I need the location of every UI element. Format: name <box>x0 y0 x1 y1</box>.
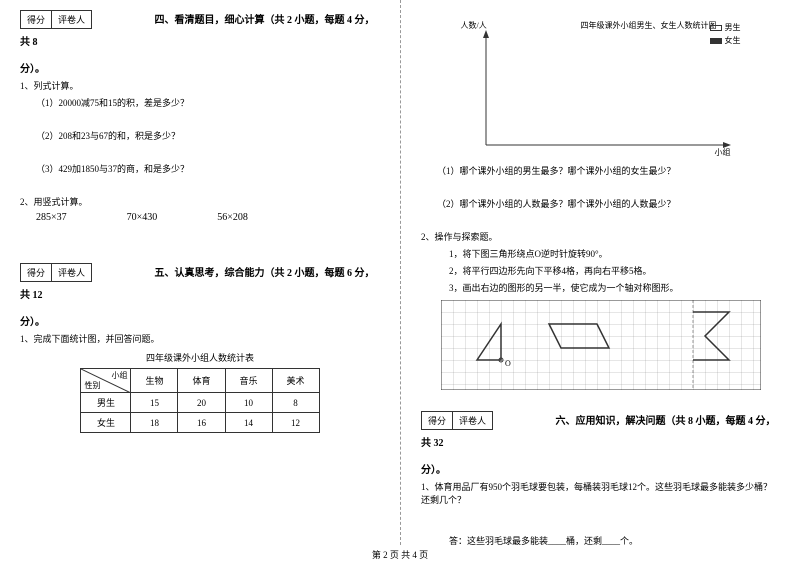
q1a: （1）20000减75和15的积，差是多少？ <box>20 96 380 109</box>
stats-table: 小组 性别 生物 体育 音乐 美术 男生 15 20 10 8 女生 18 16… <box>80 368 319 433</box>
cell: 10 <box>225 393 272 413</box>
q1: 1、列式计算。 <box>20 79 380 92</box>
col-header: 美术 <box>272 369 319 393</box>
table-row: 女生 18 16 14 12 <box>81 413 319 433</box>
q2b: 70×430 <box>127 212 158 223</box>
score-box: 得分 评卷人 <box>20 10 92 29</box>
score-label: 得分 <box>422 412 453 429</box>
page-footer: 第 2 页 共 4 页 <box>0 548 800 561</box>
diag-bot: 性别 <box>84 380 100 391</box>
q1b: （2）208和23与67的和，积是多少？ <box>20 129 380 142</box>
rq1: （1）哪个课外小组的男生最多？哪个课外小组的女生最少？ <box>421 164 780 177</box>
cell: 15 <box>131 393 178 413</box>
score-box: 得分 评卷人 <box>421 411 493 430</box>
grader-label: 评卷人 <box>52 264 91 281</box>
grid-svg: O <box>441 300 761 390</box>
grader-label: 评卷人 <box>52 11 91 28</box>
col-header: 体育 <box>178 369 225 393</box>
legend-box-m <box>710 25 722 31</box>
s6q1: 1、体育用品厂有950个羽毛球要包装，每桶装羽毛球12个。这些羽毛球最多能装多少… <box>421 480 780 506</box>
rq2: （2）哪个课外小组的人数最多？哪个课外小组的人数最少？ <box>421 197 780 210</box>
q2: 2、用竖式计算。 <box>20 195 380 208</box>
section4-title-end: 分）。 <box>20 64 45 75</box>
diag-cell: 小组 性别 <box>81 369 131 393</box>
legend-box-f <box>710 38 722 44</box>
row-label: 女生 <box>81 413 131 433</box>
cell: 8 <box>272 393 319 413</box>
ylabel: 人数/人 <box>461 20 487 31</box>
svg-text:O: O <box>505 359 511 368</box>
section6-title-end: 分）。 <box>421 465 446 476</box>
op3: 3，画出右边的图形的另一半，使它成为一个轴对称图形。 <box>421 281 780 294</box>
legend-m: 男生 <box>725 22 741 33</box>
diag-top: 小组 <box>111 370 127 381</box>
chart-title: 四年级课外小组男生、女生人数统计图 <box>581 20 717 31</box>
section5-title-end: 分）。 <box>20 317 45 328</box>
grader-label: 评卷人 <box>453 412 492 429</box>
cell: 16 <box>178 413 225 433</box>
op1: 1，将下图三角形绕点O逆时针旋转90°。 <box>421 247 780 260</box>
table-row: 男生 15 20 10 8 <box>81 393 319 413</box>
cell: 18 <box>131 413 178 433</box>
legend: 男生 女生 <box>710 22 741 48</box>
col-header: 音乐 <box>225 369 272 393</box>
q2c: 56×208 <box>217 212 248 223</box>
table-caption: 四年级课外小组人数统计表 <box>20 351 380 364</box>
legend-f: 女生 <box>725 35 741 46</box>
q1c: （3）429加1850与37的商，和是多少？ <box>20 162 380 175</box>
cell: 12 <box>272 413 319 433</box>
score-box: 得分 评卷人 <box>20 263 92 282</box>
chart-axes <box>461 10 741 160</box>
xlabel: 小组 <box>715 147 731 158</box>
s6ans: 答：这些羽毛球最多能装____桶，还剩____个。 <box>421 534 780 547</box>
grid-diagram: O <box>441 300 761 393</box>
col-header: 生物 <box>131 369 178 393</box>
score-label: 得分 <box>21 264 52 281</box>
cell: 14 <box>225 413 272 433</box>
bar-chart: 人数/人 四年级课外小组男生、女生人数统计图 男生 女生 小组 <box>461 10 741 160</box>
cell: 20 <box>178 393 225 413</box>
row-label: 男生 <box>81 393 131 413</box>
s5q1: 1、完成下面统计图，并回答问题。 <box>20 332 380 345</box>
ops-title: 2、操作与探索题。 <box>421 230 780 243</box>
op2: 2，将平行四边形先向下平移4格，再向右平移5格。 <box>421 264 780 277</box>
score-label: 得分 <box>21 11 52 28</box>
q2a: 285×37 <box>36 212 67 223</box>
